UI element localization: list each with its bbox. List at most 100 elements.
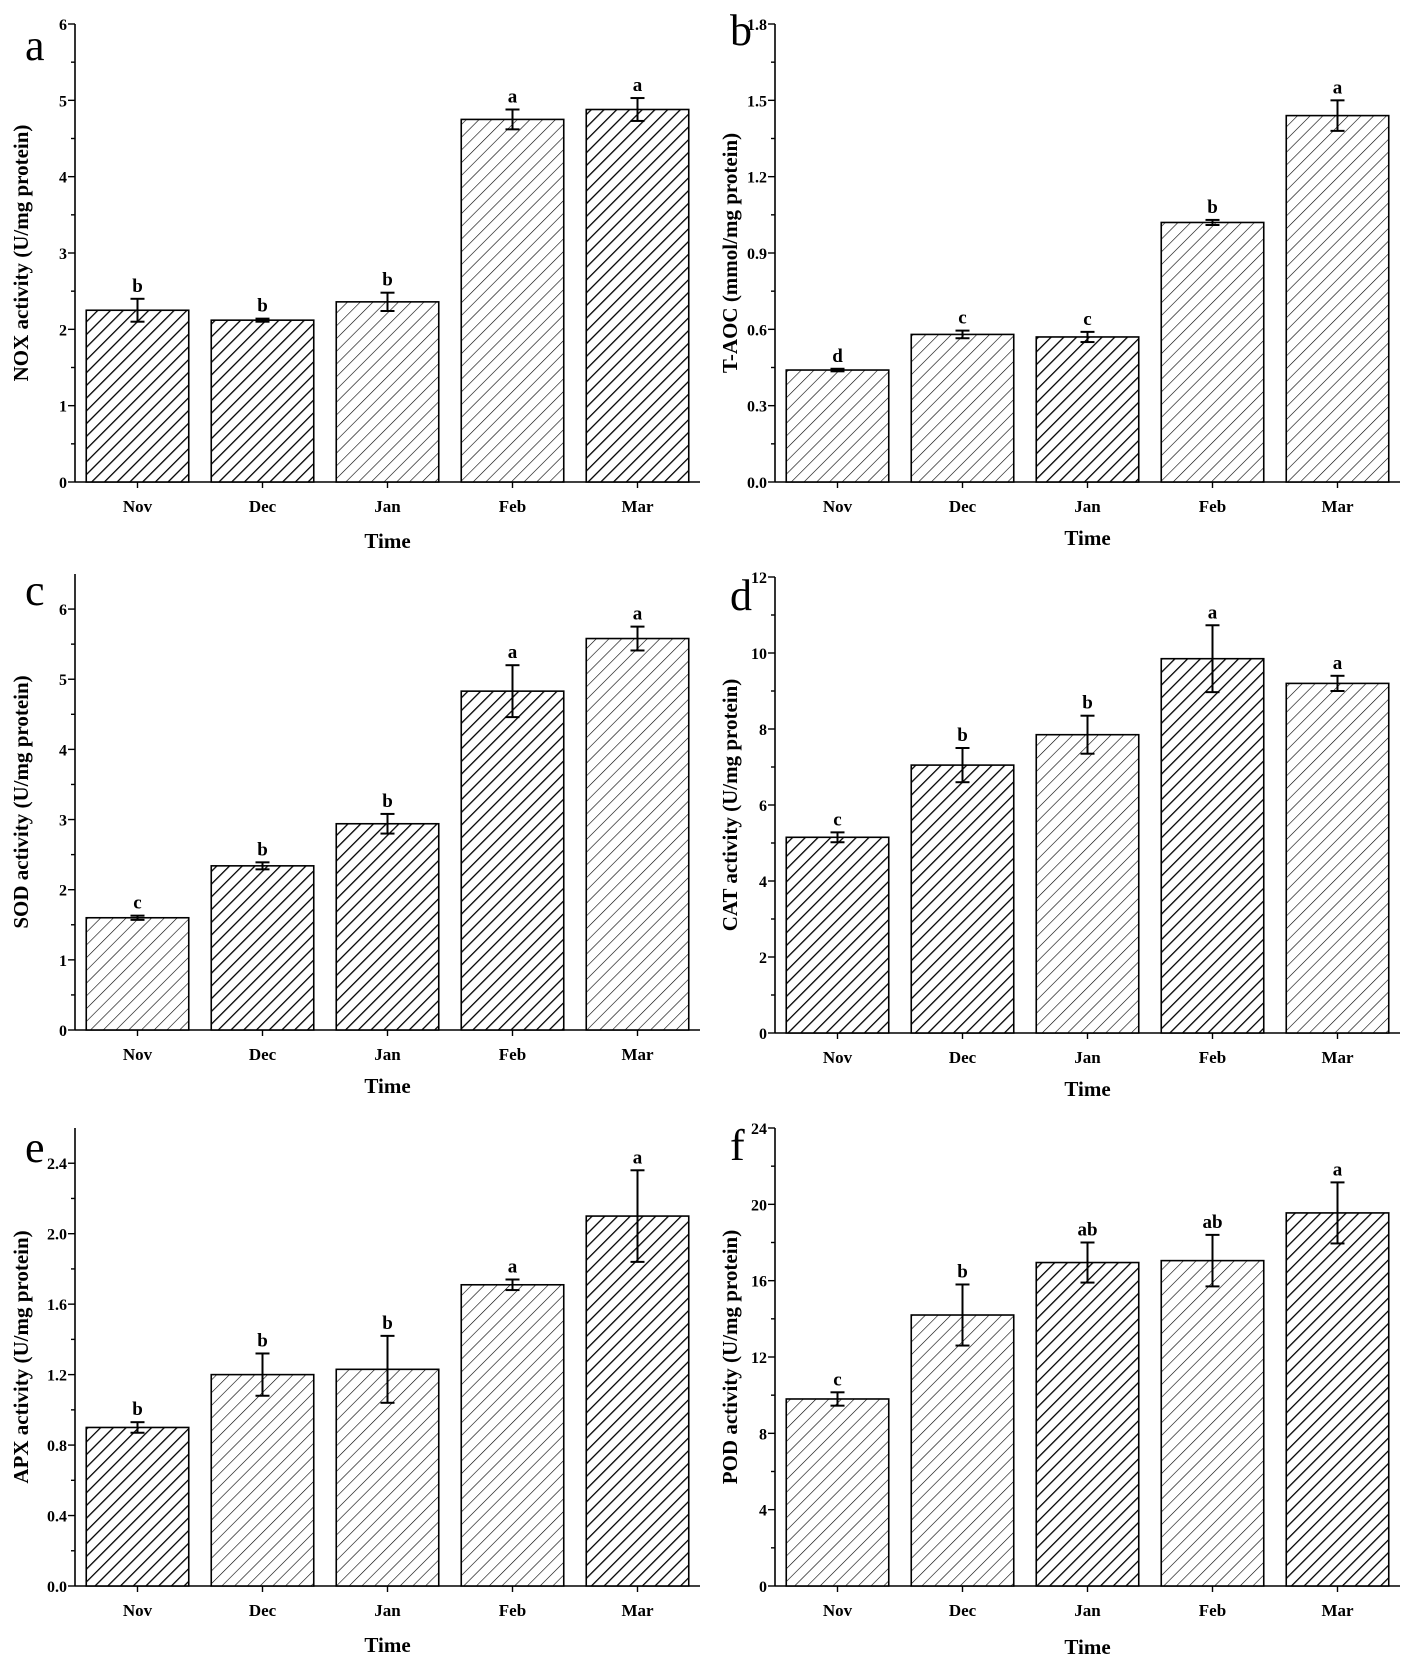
- significance-label: a: [1333, 653, 1343, 674]
- y-axis-title: T-AOC (mmol/mg protein): [718, 133, 742, 373]
- x-tick-label: Feb: [499, 1045, 526, 1064]
- x-tick-label: Nov: [823, 1601, 853, 1620]
- bar-dec: [910, 764, 1015, 1034]
- x-tick-label: Nov: [823, 1048, 853, 1067]
- y-tick-label: 4: [59, 170, 67, 187]
- significance-label: c: [833, 809, 841, 830]
- y-tick-label: 1.2: [747, 170, 767, 187]
- significance-label: b: [257, 839, 268, 860]
- y-tick-label: 1.2: [47, 1368, 67, 1385]
- panel-letter: a: [25, 21, 45, 70]
- y-tick-label: 3: [59, 246, 67, 263]
- y-axis-title: SOD activity (U/mg protein): [9, 675, 33, 928]
- y-tick-label: 2: [759, 950, 767, 967]
- bar-feb: [1160, 1259, 1265, 1587]
- bar-jan: [1035, 1261, 1140, 1587]
- y-tick-label: 0.6: [747, 322, 767, 339]
- y-tick-label: 4: [759, 1503, 767, 1520]
- y-tick-label: 8: [759, 1426, 767, 1443]
- y-tick-label: 4: [759, 874, 767, 891]
- y-tick-label: 2: [59, 322, 67, 339]
- y-tick-label: 8: [759, 722, 767, 739]
- significance-label: b: [382, 270, 393, 291]
- x-tick-label: Mar: [1321, 1601, 1354, 1620]
- x-tick-label: Dec: [249, 497, 277, 516]
- x-axis-title: Time: [1064, 1077, 1110, 1101]
- bar-dec: [210, 319, 315, 483]
- bar-mar: [1285, 114, 1390, 483]
- x-tick-label: Mar: [621, 1601, 654, 1620]
- significance-label: c: [833, 1369, 841, 1390]
- significance-label: ab: [1202, 1212, 1222, 1233]
- y-tick-label: 0.8: [47, 1438, 67, 1455]
- significance-label: b: [957, 725, 968, 746]
- bar-feb: [1160, 221, 1265, 483]
- panel-letter: d: [730, 571, 752, 620]
- y-tick-label: 0: [59, 475, 67, 492]
- x-tick-label: Jan: [1074, 1601, 1101, 1620]
- bar-jan: [335, 301, 440, 483]
- significance-label: a: [508, 1256, 518, 1277]
- x-tick-label: Mar: [1321, 1048, 1354, 1067]
- bar-dec: [210, 1373, 315, 1587]
- bar-dec: [910, 1314, 1015, 1587]
- x-axis-title: Time: [364, 1633, 410, 1657]
- significance-label: c: [1083, 309, 1091, 330]
- chart-panel-b: b 0.0 0.3 0.6 0.9 1.2 1.5 1.8 d Nov c Dec c Jan b Feb a M…: [718, 6, 1400, 550]
- x-tick-label: Nov: [123, 1601, 153, 1620]
- panel-letter: c: [25, 566, 45, 615]
- x-tick-label: Feb: [1199, 1048, 1226, 1067]
- x-tick-label: Dec: [949, 497, 977, 516]
- x-tick-label: Feb: [1199, 1601, 1226, 1620]
- x-tick-label: Mar: [621, 497, 654, 516]
- y-tick-label: 0: [759, 1579, 767, 1596]
- bar-nov: [85, 1426, 190, 1587]
- y-tick-label: 16: [751, 1274, 767, 1291]
- significance-label: a: [1208, 602, 1218, 623]
- y-tick-label: 0.9: [747, 246, 767, 263]
- significance-label: a: [633, 1147, 643, 1168]
- x-axis-title: Time: [1064, 1635, 1110, 1659]
- panel-letter: b: [730, 6, 752, 55]
- y-tick-label: 5: [59, 672, 67, 689]
- y-tick-label: 0: [759, 1026, 767, 1043]
- bar-nov: [85, 309, 190, 483]
- y-tick-label: 2.0: [47, 1227, 67, 1244]
- significance-label: b: [382, 1313, 393, 1334]
- significance-label: b: [257, 1330, 268, 1351]
- bar-feb: [460, 1283, 565, 1587]
- bar-dec: [910, 333, 1015, 483]
- x-axis-title: Time: [364, 529, 410, 553]
- significance-label: a: [633, 75, 643, 96]
- bar-mar: [585, 637, 690, 1031]
- significance-label: b: [132, 1399, 143, 1420]
- y-tick-label: 2.4: [47, 1156, 67, 1173]
- significance-label: a: [508, 86, 518, 107]
- x-tick-label: Dec: [249, 1601, 277, 1620]
- x-tick-label: Nov: [823, 497, 853, 516]
- significance-label: b: [1082, 693, 1093, 714]
- x-tick-label: Jan: [1074, 1048, 1101, 1067]
- x-tick-label: Feb: [1199, 497, 1226, 516]
- significance-label: c: [958, 308, 966, 329]
- bar-jan: [1035, 336, 1140, 483]
- y-tick-label: 0.3: [747, 399, 767, 416]
- chart-panel-d: d 0 2 4 6 8 10 12 c Nov b Dec b Jan a Feb a Mar Time CAT ac…: [718, 570, 1400, 1101]
- x-tick-label: Jan: [374, 1601, 401, 1620]
- x-tick-label: Dec: [949, 1048, 977, 1067]
- chart-panel-f: f 0 4 8 12 16 20 24 c Nov b Dec ab Jan ab Feb a Mar Time PO…: [718, 1121, 1400, 1659]
- y-axis-title: APX activity (U/mg protein): [9, 1230, 33, 1483]
- bar-feb: [460, 690, 565, 1031]
- significance-label: b: [382, 791, 393, 812]
- y-axis-title: CAT activity (U/mg protein): [718, 679, 742, 932]
- y-tick-label: 20: [751, 1197, 767, 1214]
- bar-dec: [210, 865, 315, 1031]
- y-tick-label: 4: [59, 742, 67, 759]
- y-tick-label: 0.0: [47, 1579, 67, 1596]
- bar-mar: [585, 1215, 690, 1587]
- y-tick-label: 1.8: [747, 17, 767, 34]
- x-axis-title: Time: [1064, 526, 1110, 550]
- bar-nov: [785, 369, 890, 483]
